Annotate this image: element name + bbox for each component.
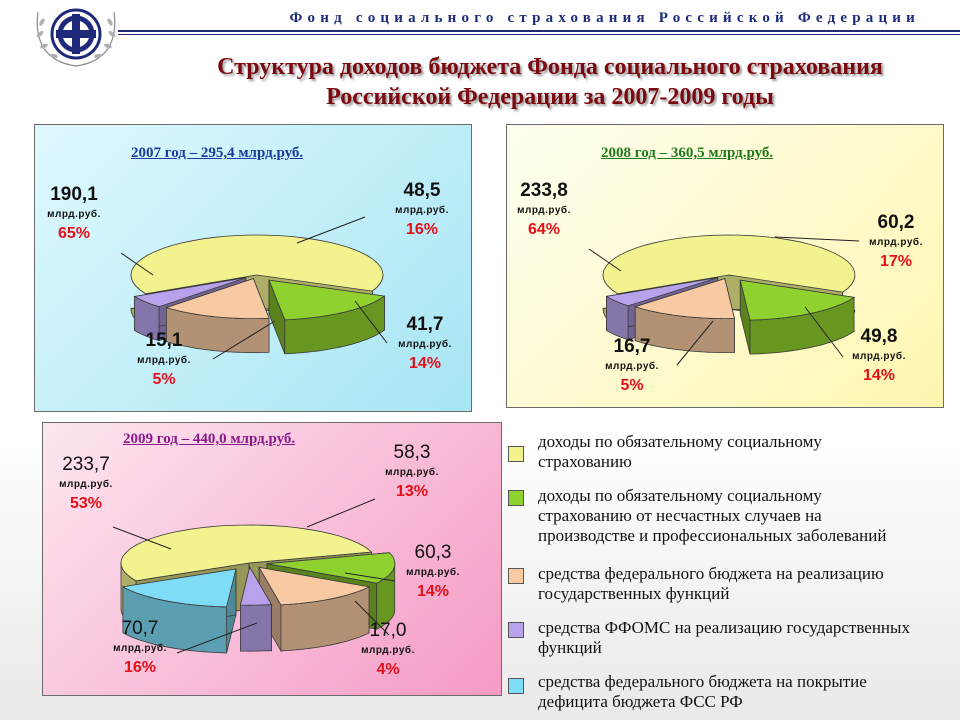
fss-emblem-logo [26, 2, 126, 70]
label-2009-deficit: 70,7 млрд.руб. 16% [103, 619, 177, 676]
page-title: Структура доходов бюджета Фонда социальн… [150, 52, 950, 112]
chart-panel-2008: 2008 год – 360,5 млрд.руб. 233,8 млрд.руб… [506, 124, 944, 408]
legend-item-compulsory: доходы по обязательному социальному страх… [508, 432, 960, 476]
label-2008-federal: 49,8 млрд.руб. 14% [841, 327, 917, 384]
label-2007-compulsory: 190,1 млрд.руб. 65% [37, 185, 111, 242]
label-2008-ffoms: 16,7 млрд.руб. 5% [595, 337, 669, 394]
legend-swatch [508, 568, 524, 584]
label-2009-accident: 58,3 млрд.руб. 13% [375, 443, 449, 500]
label-2007-federal: 41,7 млрд.руб. 14% [387, 315, 463, 372]
legend-swatch [508, 490, 524, 506]
legend-item-accident: доходы по обязательному социальному страх… [508, 486, 960, 550]
legend-text: средства федерального бюджета на покрыти… [538, 672, 960, 712]
label-2007-accident: 48,5 млрд.руб. 16% [385, 181, 459, 238]
legend-text: доходы по обязательному социальному страх… [538, 432, 960, 472]
label-2009-ffoms: 17,0 млрд.руб. 4% [351, 621, 425, 678]
header-rule-thin [118, 34, 960, 35]
label-2009-federal: 60,3 млрд.руб. 14% [395, 543, 471, 600]
label-2008-compulsory: 233,8 млрд.руб. 64% [507, 181, 581, 238]
header-rule [118, 30, 960, 32]
legend-item-federal: средства федерального бюджета на реализа… [508, 564, 960, 608]
page-title-line2: Российской Федерации за 2007-2009 годы [150, 82, 950, 112]
label-2008-accident: 60,2 млрд.руб. 17% [859, 213, 933, 270]
page-title-line1: Структура доходов бюджета Фонда социальн… [150, 52, 950, 82]
legend-item-deficit: средства федерального бюджета на покрыти… [508, 672, 960, 716]
leader-line-accident [297, 217, 365, 243]
legend-text: средства ФФОМС на реализацию государстве… [538, 618, 960, 658]
legend-swatch [508, 678, 524, 694]
chart-panel-2007: 2007 год – 295,4 млрд.руб. 190,1 млрд.руб… [34, 124, 472, 412]
legend-item-ffoms: средства ФФОМС на реализацию государстве… [508, 618, 960, 662]
label-2009-compulsory: 233,7 млрд.руб. 53% [49, 455, 123, 512]
organization-name: Фонд социального страхования Российской … [128, 10, 920, 27]
label-2007-ffoms: 15,1 млрд.руб. 5% [127, 331, 201, 388]
legend-text: доходы по обязательному социальному страх… [538, 486, 960, 546]
legend-swatch [508, 622, 524, 638]
chart-panel-2009: 2009 год – 440,0 млрд.руб. 233,7 млрд.руб… [42, 422, 502, 696]
legend-text: средства федерального бюджета на реализа… [538, 564, 960, 604]
legend-swatch [508, 446, 524, 462]
leader-line-accident [307, 499, 375, 527]
